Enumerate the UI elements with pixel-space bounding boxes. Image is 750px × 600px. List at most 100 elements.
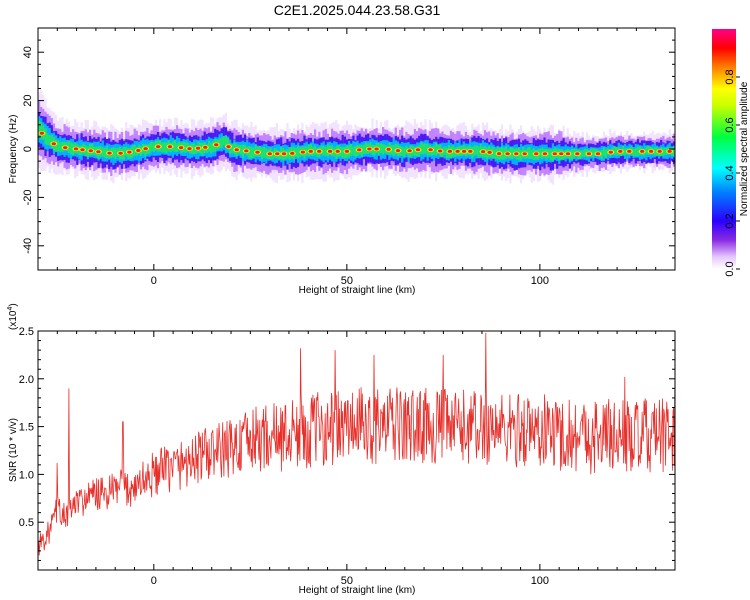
- heat-green: [403, 147, 406, 157]
- spectrogram-heatmap: [38, 90, 675, 185]
- heat-green: [632, 148, 635, 157]
- heat-green: [520, 149, 523, 161]
- snr-ylabel: SNR (10 * v/v): [8, 418, 19, 482]
- heat-green: [583, 149, 586, 157]
- heat-green: [265, 148, 268, 159]
- colorbar-tick-label: 0.4: [724, 165, 736, 180]
- heat-green: [547, 148, 550, 159]
- snr-ytick-label: 2.5: [19, 326, 34, 338]
- heat-green: [84, 145, 87, 157]
- heat-green: [494, 148, 497, 159]
- heat-peak-red: [542, 152, 548, 156]
- heat-green: [69, 142, 73, 155]
- heat-green: [322, 145, 325, 156]
- heat-peak-red: [627, 149, 632, 153]
- spectrogram-panel: 0 50 100 40 20 0 -20 -40 Height of straight lin…: [8, 27, 676, 296]
- heat-peak-red: [618, 149, 623, 153]
- heat-green: [38, 120, 41, 137]
- heat-green: [422, 143, 425, 155]
- heat-green: [40, 122, 43, 140]
- heat-green: [579, 150, 582, 160]
- heat-green: [662, 147, 665, 156]
- heat-green: [261, 147, 264, 160]
- heat-peak-red: [127, 150, 132, 154]
- heat-green: [530, 149, 533, 159]
- snr-series-line: [38, 332, 675, 556]
- heat-green: [161, 142, 164, 153]
- heat-peak-red: [51, 142, 56, 146]
- heat-green: [672, 146, 675, 157]
- heat-green: [362, 144, 366, 155]
- heat-green: [600, 149, 603, 160]
- heat-green: [413, 146, 416, 157]
- heat-green: [424, 143, 427, 154]
- heat-peak-red: [281, 152, 287, 156]
- heat-peak-red: [226, 145, 231, 149]
- heat-green: [263, 147, 266, 158]
- heat-green: [581, 150, 584, 157]
- heat-green: [592, 148, 595, 158]
- heat-peak-red: [267, 152, 272, 156]
- heat-peak-red: [96, 150, 101, 154]
- heat-peak-red: [167, 145, 173, 149]
- heat-green: [112, 147, 115, 158]
- heat-green: [503, 148, 506, 160]
- heat-peak-red: [395, 149, 401, 153]
- heat-green: [613, 146, 616, 156]
- heat-green: [48, 135, 51, 146]
- snr-ytick-label: 0.5: [19, 517, 34, 529]
- spectrogram-ytick-label: 0: [22, 146, 34, 152]
- colorbar-gradient: [712, 29, 736, 269]
- snr-ytick-label: 1.5: [19, 422, 34, 434]
- heat-peak-red: [118, 151, 123, 155]
- heat-green: [354, 145, 357, 157]
- figure-title: C2E1.2025.044.23.58.G31: [274, 2, 441, 18]
- heat-green: [382, 144, 385, 155]
- snr-xtick-label: 100: [531, 575, 549, 587]
- heat-green: [615, 146, 618, 156]
- spectrogram-ylabel: Frequency (Hz): [8, 115, 19, 184]
- heat-green: [549, 149, 552, 161]
- heat-green: [294, 148, 298, 157]
- heat-peak-red: [407, 149, 412, 153]
- heat-green: [218, 138, 221, 149]
- heat-peak-red: [62, 146, 68, 150]
- heat-peak-red: [39, 131, 45, 135]
- colorbar-ticks: 0.0 0.2 0.4 0.6 0.8: [724, 69, 740, 277]
- spectrogram-ytick-label: 40: [22, 46, 34, 58]
- heat-peak-red: [657, 149, 662, 153]
- heat-green: [220, 137, 223, 149]
- snr-ticks: 0 50 100 0.5 1.0 1.5 2.0 2.5: [19, 326, 676, 587]
- heat-peak-red: [559, 152, 564, 156]
- heat-green: [55, 139, 58, 152]
- heat-green: [222, 136, 225, 146]
- colorbar-tick-label: 0.6: [724, 117, 736, 132]
- snr-xlabel: Height of straight line (km): [299, 585, 416, 596]
- heat-green: [297, 146, 300, 159]
- heat-green: [173, 139, 177, 152]
- heat-peak-red: [667, 149, 672, 153]
- heat-peak-red: [234, 148, 239, 152]
- heat-peak-red: [480, 150, 486, 154]
- heat-green: [445, 147, 448, 159]
- heat-peak-red: [327, 149, 333, 153]
- heat-green: [333, 147, 336, 157]
- spectrogram-xtick-label: 50: [341, 275, 353, 287]
- snr-ytick-label: 1.0: [19, 469, 34, 481]
- heat-green: [103, 148, 106, 158]
- heat-peak-red: [88, 149, 94, 153]
- heat-peak-red: [522, 152, 527, 156]
- heat-peak-red: [505, 152, 510, 156]
- heat-peak-red: [487, 150, 492, 154]
- heat-green: [93, 146, 96, 156]
- heat-green: [645, 146, 648, 155]
- heat-peak-red: [648, 149, 654, 153]
- heat-green: [350, 143, 353, 156]
- heat-peak-red: [344, 149, 350, 153]
- heat-peak-red: [608, 150, 613, 154]
- heat-green: [432, 145, 436, 155]
- heat-peak-red: [244, 149, 249, 153]
- colorbar-label: Normalized spectral amplitude: [739, 81, 750, 216]
- heat-green: [305, 146, 308, 156]
- snr-xtick-label: 0: [151, 575, 157, 587]
